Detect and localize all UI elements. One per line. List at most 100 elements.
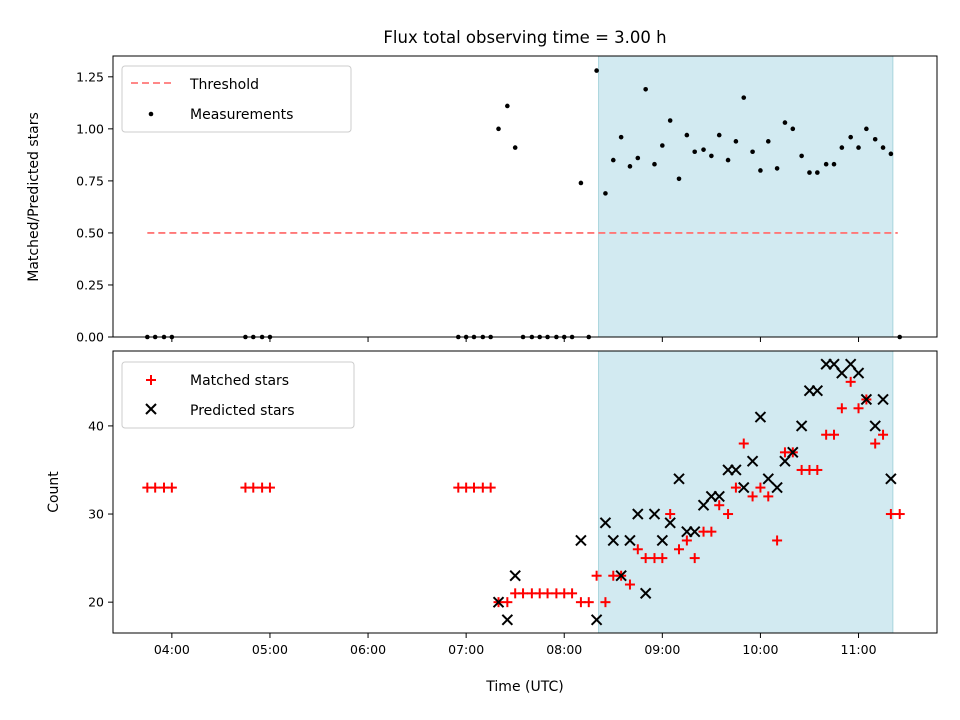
matched-star-point	[681, 535, 692, 546]
predicted-star-point	[754, 411, 767, 423]
top-legend: Threshold Measurements	[121, 65, 352, 133]
measurement-point	[741, 95, 747, 100]
x-tick-label: 10:00	[742, 642, 778, 657]
measurement-point	[627, 164, 633, 169]
matched-star-point	[772, 535, 783, 546]
matched-star-point	[853, 403, 864, 414]
x-tick-label: 06:00	[350, 642, 386, 657]
x-axis-label: Time (UTC)	[485, 679, 563, 695]
measurement-point	[709, 153, 714, 159]
chart-title: Flux total observing time = 3.00 h	[383, 28, 666, 47]
threshold-legend-label: Threshold	[189, 77, 259, 93]
predicted-star-point	[787, 446, 799, 459]
matched-star-point	[894, 509, 905, 520]
y-tick-label: 0.50	[76, 225, 104, 240]
predicted-star-point	[688, 525, 701, 538]
predicted-star-point	[860, 393, 873, 406]
y-tick-label: 1.25	[76, 69, 104, 84]
predicted-star-point	[599, 517, 612, 529]
top-legend-box	[121, 65, 352, 133]
measurements-legend-label: Measurements	[190, 107, 293, 123]
predicted-star-point	[877, 393, 889, 406]
predicted-legend-label: Predicted stars	[190, 403, 295, 419]
predicted-star-point	[648, 508, 661, 520]
y-tick-label: 30	[88, 507, 104, 522]
measurement-point	[888, 151, 894, 157]
matched-star-point	[747, 491, 758, 502]
matched-star-point	[738, 438, 749, 449]
matched-star-point	[248, 482, 259, 493]
x-tick-label: 08:00	[546, 642, 582, 657]
predicted-star-point	[639, 587, 652, 600]
predicted-star-point	[509, 570, 521, 582]
predicted-star-point	[501, 614, 514, 626]
matched-star-point	[714, 500, 725, 511]
top-axes-frame	[112, 55, 938, 338]
matched-star-point	[591, 570, 602, 581]
bottom-legend-box	[121, 361, 355, 429]
measurements-legend-marker	[148, 111, 154, 117]
matched-star-point	[600, 597, 611, 608]
bottom-ylabel: Count	[46, 471, 62, 513]
matched-star-point	[468, 482, 479, 493]
measurement-point	[765, 139, 771, 144]
measurement-point	[667, 118, 673, 123]
matched-star-point	[542, 588, 553, 599]
bottom-panel: 04:00 05:00 06:00 07:00 08:00 09:00 10:00 11:00…	[46, 350, 938, 695]
measurement-point	[733, 139, 739, 144]
measurement-point	[594, 68, 599, 73]
matched-star-point	[763, 491, 774, 502]
predicted-star-point	[632, 508, 644, 520]
matched-star-point	[878, 429, 889, 440]
predicted-star-point	[811, 384, 824, 397]
matched-legend-label: Matched stars	[190, 373, 289, 389]
measurement-point	[610, 157, 616, 163]
bottom-axes-frame	[112, 350, 938, 634]
y-tick-label: 40	[88, 418, 104, 433]
matched-star-point	[723, 509, 734, 520]
matched-star-point	[665, 509, 676, 520]
predicted-star-point	[656, 534, 669, 547]
matched-star-point	[674, 544, 685, 555]
x-tick-label: 05:00	[252, 642, 288, 657]
measurement-point	[823, 161, 829, 167]
y-tick-label: 20	[88, 595, 104, 610]
measurement-point	[496, 126, 501, 132]
measurement-point	[807, 170, 812, 175]
measurement-point	[872, 136, 878, 142]
predicted-star-point	[836, 367, 848, 379]
predicted-star-point	[730, 464, 742, 476]
matched-star-point	[150, 482, 161, 493]
matched-star-point	[870, 438, 881, 449]
matched-star-point	[885, 509, 896, 520]
predicted-star-point	[607, 534, 619, 547]
predicted-star-point	[795, 420, 808, 432]
measurement-point	[815, 170, 820, 175]
predicted-star-point	[746, 455, 759, 467]
count-points	[142, 358, 905, 626]
measurement-point	[660, 143, 665, 148]
y-tick-label: 1.00	[76, 121, 104, 136]
measurement-point	[643, 87, 648, 92]
x-tick-label: 11:00	[841, 642, 877, 657]
measurement-point	[864, 126, 869, 132]
measurement-point	[856, 145, 861, 150]
predicted-star-point	[615, 570, 627, 582]
matched-star-point	[812, 464, 823, 475]
predicted-star-point	[852, 367, 865, 379]
matched-star-point	[829, 429, 839, 440]
measurement-point	[725, 157, 731, 163]
matched-star-point	[166, 482, 177, 493]
matched-star-point	[502, 597, 513, 608]
measurement-point	[758, 168, 763, 173]
top-ylabel: Matched/Predicted stars	[26, 112, 42, 282]
predicted-star-point	[575, 534, 587, 547]
measurement-point	[701, 147, 706, 152]
predicted-star-point	[771, 481, 783, 494]
matched-legend-marker	[146, 375, 156, 385]
matched-star-point	[640, 553, 651, 564]
measurement-point	[603, 191, 608, 196]
measurement-point	[831, 161, 837, 167]
measurement-point	[618, 134, 624, 140]
x-tick-label: 09:00	[644, 642, 680, 657]
